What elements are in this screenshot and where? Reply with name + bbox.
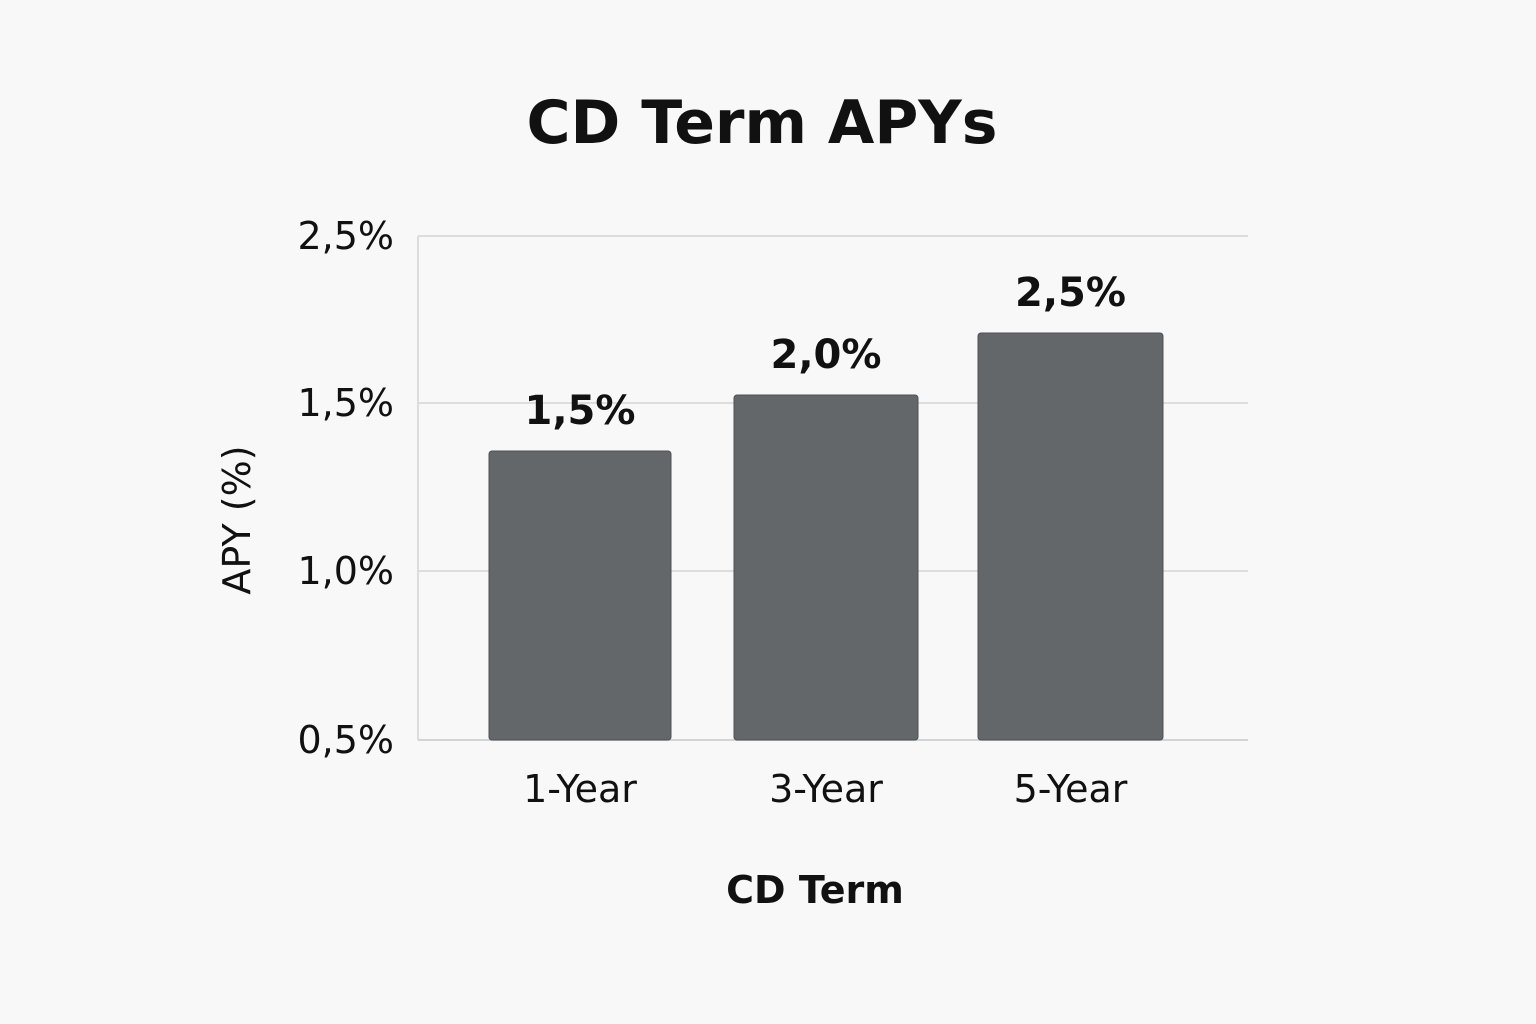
data-label: 2,5%: [1015, 270, 1126, 316]
x-axis-ticks: 1-Year 3-Year 5-Year: [523, 767, 1128, 811]
y-axis-ticks: 0,5% 1,0% 1,5% 2,5%: [297, 214, 394, 762]
data-labels: 1,5% 2,0% 2,5%: [525, 270, 1126, 434]
y-tick-label: 1,0%: [297, 549, 394, 593]
bar-1-year: [488, 450, 672, 741]
y-tick-label: 2,5%: [297, 214, 394, 258]
y-tick-label: 0,5%: [297, 718, 394, 762]
data-label: 1,5%: [525, 388, 636, 434]
bars: [488, 332, 1164, 741]
bar-5-year: [977, 332, 1164, 741]
y-axis-title: APY (%): [215, 445, 259, 594]
x-tick-label: 5-Year: [1014, 767, 1128, 811]
x-axis-title: CD Term: [726, 868, 904, 912]
bar-3-year: [733, 394, 919, 741]
x-tick-label: 1-Year: [523, 767, 637, 811]
y-tick-label: 1,5%: [297, 381, 394, 425]
x-tick-label: 3-Year: [769, 767, 883, 811]
data-label: 2,0%: [771, 332, 882, 378]
chart-title: CD Term APYs: [527, 88, 998, 158]
